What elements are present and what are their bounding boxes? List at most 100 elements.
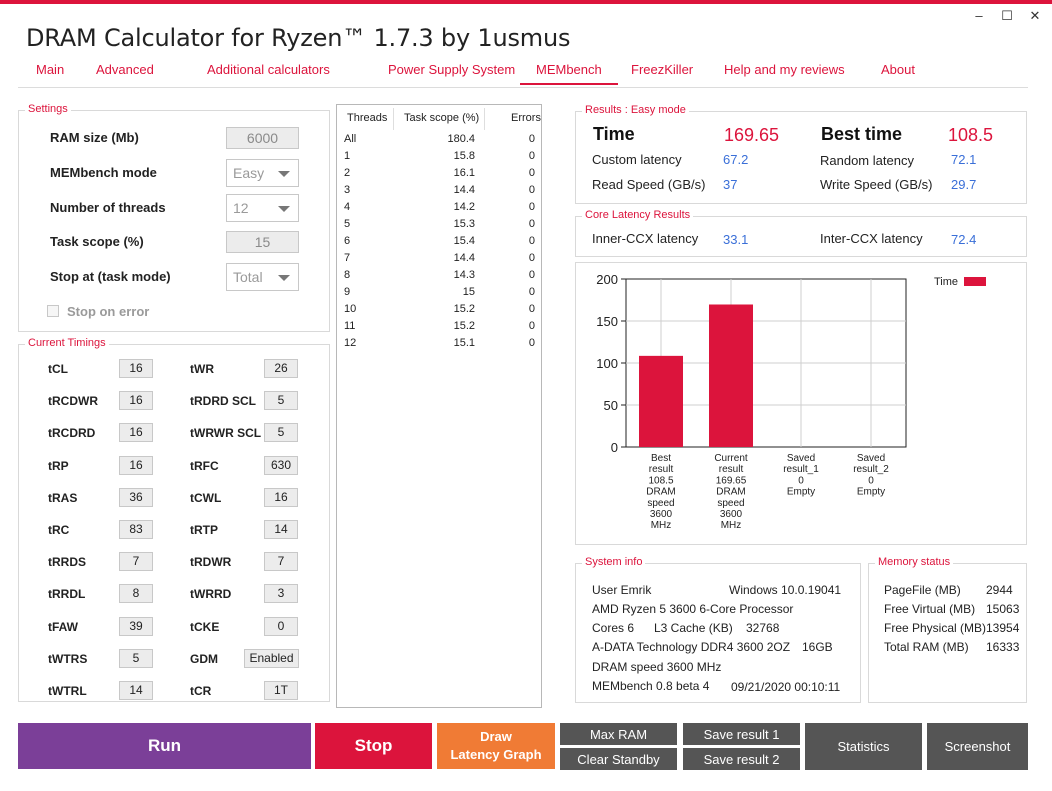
sys-timestamp: 09/21/2020 00:10:11 <box>731 680 841 694</box>
thread-task-scope: 16.1 <box>453 167 475 179</box>
clear-standby-button[interactable]: Clear Standby <box>560 748 677 770</box>
read-speed-label: Read Speed (GB/s) <box>592 177 706 192</box>
membench-mode-select[interactable]: Easy <box>226 159 299 187</box>
sys-cpu: AMD Ryzen 5 3600 6-Core Processor <box>592 602 794 616</box>
minimize-icon[interactable]: – <box>975 8 983 23</box>
system-info-group-title: System info <box>582 556 646 568</box>
timing-value-tcke[interactable]: 0 <box>264 616 298 636</box>
thread-errors: 0 <box>528 184 535 196</box>
thread-task-scope: 14.4 <box>453 184 475 196</box>
timing-value-trdwr[interactable]: 7 <box>264 552 298 572</box>
timing-value-twrrd[interactable]: 3 <box>264 584 298 604</box>
timing-value-trcdwr[interactable]: 16 <box>119 391 153 411</box>
tab-help-and-reviews[interactable]: Help and my reviews <box>724 62 845 77</box>
thread-id: 12 <box>344 337 357 349</box>
timing-label-twtrl: tWTRL <box>48 684 87 698</box>
timing-value-trfc[interactable]: 630 <box>264 455 298 475</box>
header-separator <box>484 108 485 130</box>
tab-freezkiller[interactable]: FreezKiller <box>631 62 694 77</box>
timings-group-title: Current Timings <box>25 337 109 349</box>
tab-additional-calculators[interactable]: Additional calculators <box>207 62 330 77</box>
x-category-label: 0 <box>868 475 874 486</box>
max-ram-button[interactable]: Max RAM <box>560 723 677 745</box>
x-category-label: speed <box>717 498 744 509</box>
thread-id: 7 <box>344 252 351 264</box>
tab-about[interactable]: About <box>881 62 915 77</box>
timing-value-tcr[interactable]: 1T <box>264 681 298 700</box>
app-title: DRAM Calculator for Ryzen™ 1.7.3 by 1usm… <box>26 24 571 52</box>
time-label: Time <box>593 124 635 144</box>
x-category-label: 3600 <box>650 509 673 520</box>
stop-button[interactable]: Stop <box>315 723 432 769</box>
thread-errors: 0 <box>528 269 535 281</box>
timing-value-twtrl[interactable]: 14 <box>119 681 153 700</box>
close-icon[interactable]: ✕ <box>1029 8 1041 23</box>
stop-at-select[interactable]: Total <box>226 263 299 291</box>
write-speed-label: Write Speed (GB/s) <box>820 177 933 192</box>
save-result-1-button[interactable]: Save result 1 <box>683 723 800 745</box>
sys-l3-label: L3 Cache (KB) <box>654 621 733 635</box>
threads-select[interactable]: 12 <box>226 194 299 222</box>
mem-free-physical-label: Free Physical (MB) <box>884 621 987 635</box>
timing-value-tcl[interactable]: 16 <box>119 359 153 378</box>
screenshot-button[interactable]: Screenshot <box>927 723 1028 770</box>
tab-main[interactable]: Main <box>36 62 65 77</box>
tab-advanced[interactable]: Advanced <box>96 62 154 77</box>
x-category-label: result <box>719 464 744 475</box>
timing-value-trc[interactable]: 83 <box>119 520 153 539</box>
draw-latency-graph-button[interactable]: Draw Latency Graph <box>437 723 555 769</box>
thread-task-scope: 14.3 <box>453 269 475 281</box>
thread-errors: 0 <box>528 286 535 298</box>
save-result-2-button[interactable]: Save result 2 <box>683 748 800 770</box>
time-bar-chart: 200150100500Bestresult108.5DRAMspeed3600… <box>596 272 986 531</box>
x-category-label: DRAM <box>716 487 745 498</box>
maximize-icon[interactable]: ☐ <box>1001 8 1013 23</box>
mem-pagefile-value: 2944 <box>986 583 1013 597</box>
tab-power-supply-system[interactable]: Power Supply System <box>388 62 516 77</box>
task-scope-input[interactable]: 15 <box>226 231 299 253</box>
thread-task-scope: 14.2 <box>453 201 475 213</box>
timing-value-trrdl[interactable]: 8 <box>119 584 153 604</box>
stop-on-error-checkbox[interactable] <box>47 305 59 317</box>
custom-latency-value: 67.2 <box>723 152 749 167</box>
thread-task-scope: 15.1 <box>453 337 475 349</box>
timing-value-twtrs[interactable]: 5 <box>119 648 153 668</box>
statistics-button[interactable]: Statistics <box>805 723 922 770</box>
stop-at-label: Stop at (task mode) <box>50 269 171 284</box>
chevron-down-icon <box>278 171 290 177</box>
timing-value-twrwr-scl[interactable]: 5 <box>264 423 298 443</box>
sys-l3-value: 32768 <box>746 621 780 635</box>
results-group: Results : Easy mode Time 169.65 Best tim… <box>575 104 1027 204</box>
timing-value-trp[interactable]: 16 <box>119 455 153 475</box>
thread-errors: 0 <box>528 303 535 315</box>
timing-value-twr[interactable]: 26 <box>264 359 298 378</box>
timing-label-twtrs: tWTRS <box>48 651 88 666</box>
timing-value-trtp[interactable]: 14 <box>264 520 298 539</box>
inner-ccx-label: Inner-CCX latency <box>592 231 699 246</box>
tab-membench[interactable]: MEMbench <box>520 62 618 85</box>
tabs-divider <box>18 87 1028 88</box>
legend-swatch <box>964 277 986 286</box>
time-chart-panel: 200 150 100 50 0 Best result 108.5 DRAM speed 3600… <box>575 262 1027 545</box>
thread-id: 3 <box>344 184 351 196</box>
timing-value-trdrd-scl[interactable]: 5 <box>264 391 298 411</box>
thread-errors: 0 <box>528 252 535 264</box>
timing-value-tfaw[interactable]: 39 <box>119 616 153 636</box>
x-category-label: 3600 <box>720 509 743 520</box>
timing-value-tcwl[interactable]: 16 <box>264 487 298 507</box>
timing-value-trrds[interactable]: 7 <box>119 552 153 572</box>
threads-value: 12 <box>233 200 249 216</box>
thread-id: 2 <box>344 167 351 179</box>
sys-version: MEMbench 0.8 beta 4 <box>592 679 710 693</box>
timing-value-gdm[interactable]: Enabled <box>244 648 299 668</box>
run-button[interactable]: Run <box>18 723 311 769</box>
timing-value-trcdrd[interactable]: 16 <box>119 423 153 443</box>
timing-value-tras[interactable]: 36 <box>119 487 153 507</box>
x-category-label: MHz <box>651 520 672 531</box>
membench-mode-value: Easy <box>233 165 265 181</box>
x-category-label: 0 <box>798 475 804 486</box>
x-category-label: Empty <box>857 487 885 498</box>
timing-label-twr: tWR <box>190 362 214 376</box>
thread-errors: 0 <box>528 167 535 179</box>
ram-size-input[interactable]: 6000 <box>226 127 299 149</box>
